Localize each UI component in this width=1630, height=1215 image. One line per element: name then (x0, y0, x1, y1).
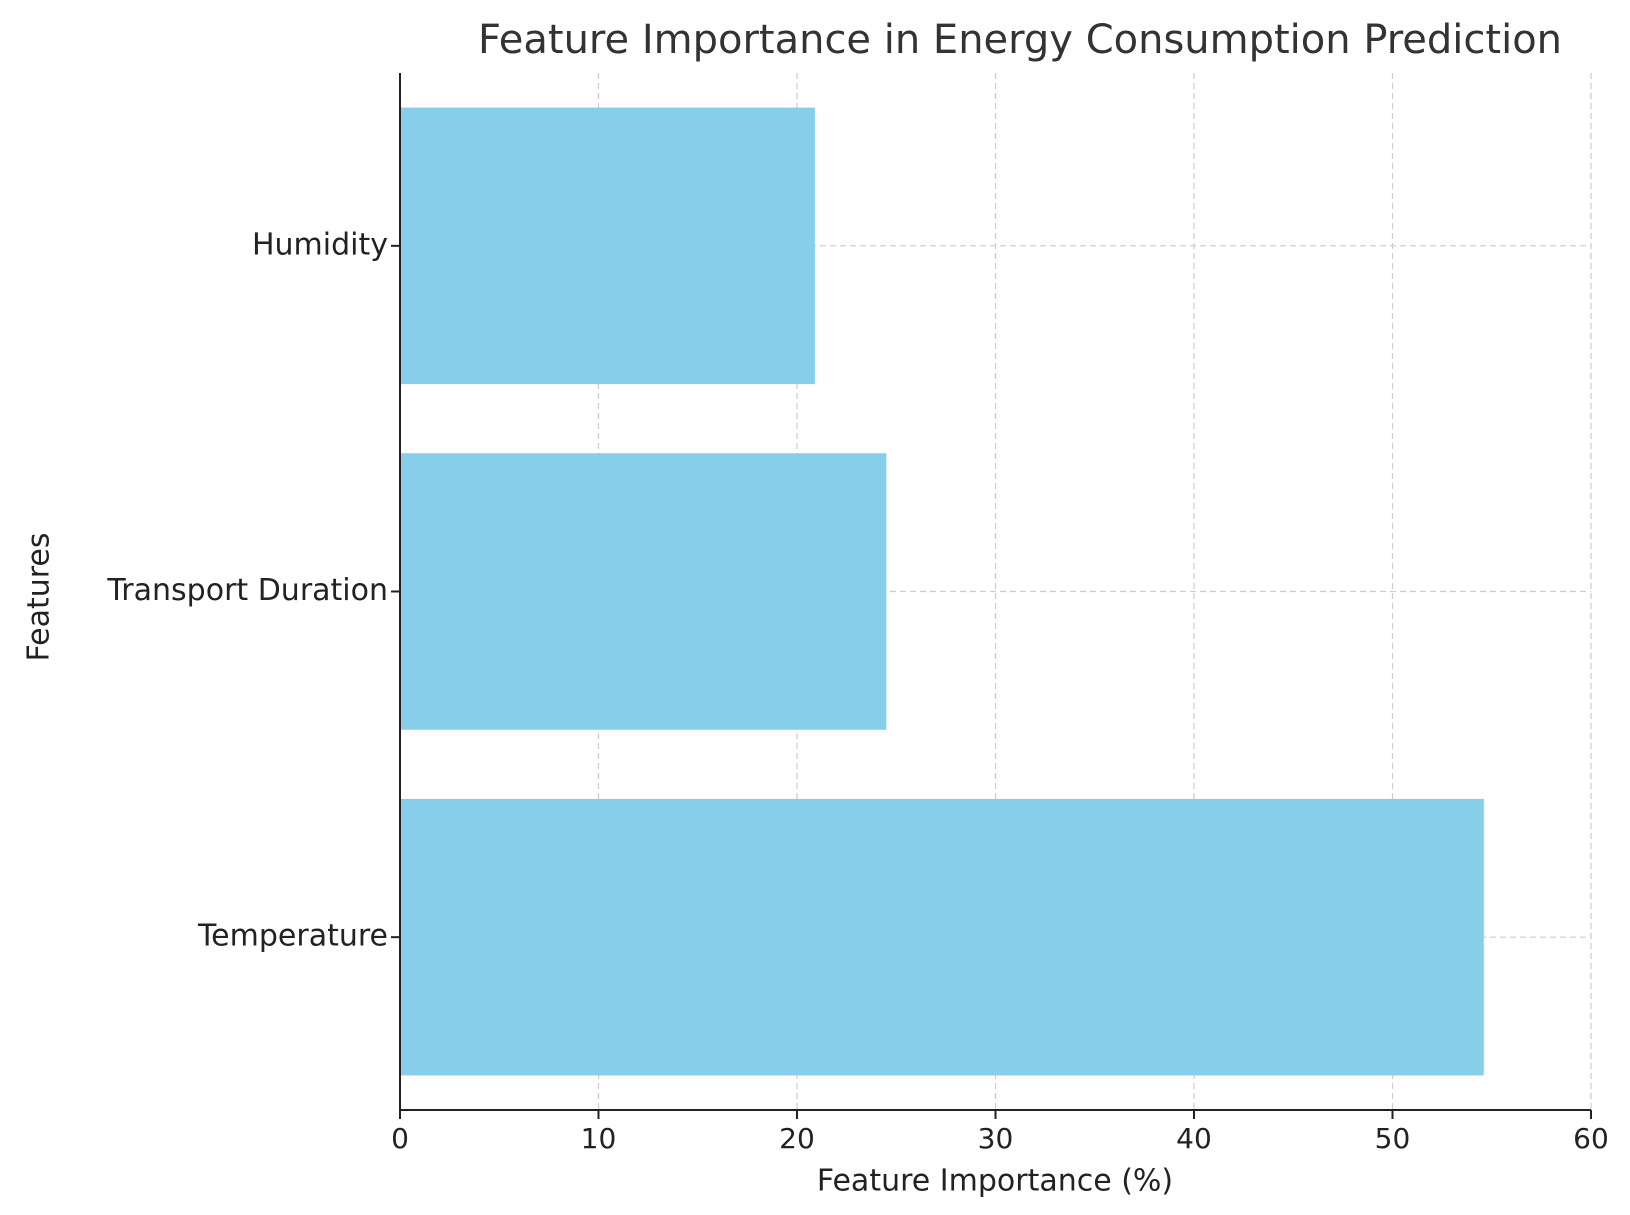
x-tick-label: 40 (1176, 1122, 1212, 1155)
x-tick-label: 10 (581, 1122, 617, 1155)
y-tick-label: Humidity (252, 227, 388, 262)
x-tick-label: 30 (978, 1122, 1014, 1155)
y-tick-label: Temperature (197, 919, 388, 954)
y-tick-label: Transport Duration (106, 573, 388, 608)
x-axis-label: Feature Importance (%) (817, 1164, 1173, 1199)
x-tick-label: 20 (779, 1122, 815, 1155)
bar (400, 798, 1484, 1076)
bar (400, 453, 887, 730)
x-tick-label: 0 (391, 1122, 409, 1155)
x-tick-label: 50 (1375, 1122, 1411, 1155)
x-tick-label: 60 (1573, 1122, 1609, 1155)
chart-title: Feature Importance in Energy Consumption… (478, 17, 1562, 63)
bar (400, 107, 815, 385)
y-axis-label: Features (22, 533, 57, 662)
